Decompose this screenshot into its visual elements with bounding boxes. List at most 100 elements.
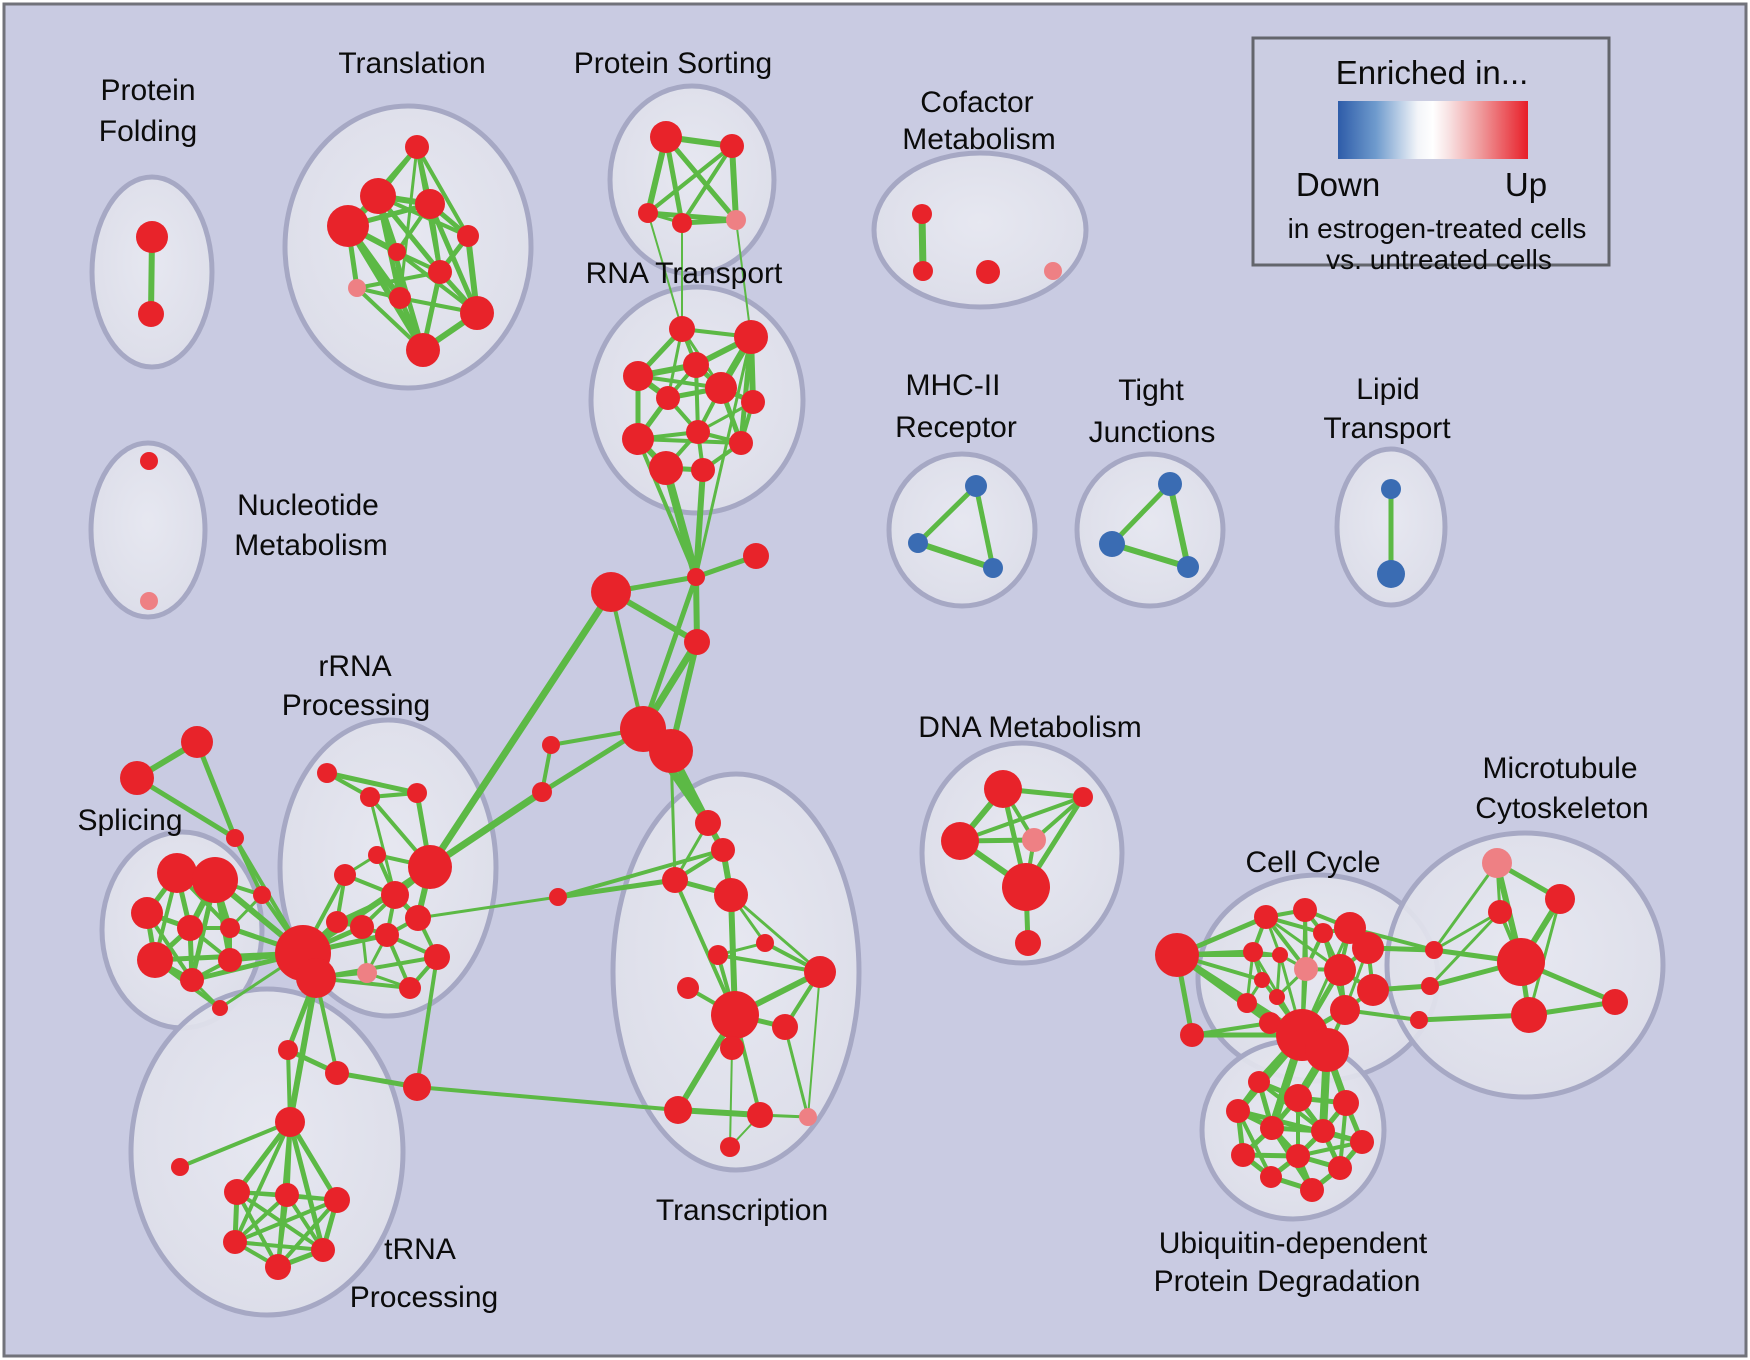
legend-up-label: Up bbox=[1505, 166, 1547, 203]
gene-set-node-q13 bbox=[357, 963, 377, 983]
edge-q8-z9 bbox=[416, 895, 560, 920]
gene-set-node-v10 bbox=[720, 1036, 744, 1060]
gene-set-node-v12 bbox=[747, 1102, 773, 1128]
gene-set-node-c12 bbox=[1237, 993, 1257, 1013]
gene-set-node-z8 bbox=[532, 782, 552, 802]
gene-set-node-v14 bbox=[720, 1137, 740, 1157]
gene-set-node-t7 bbox=[428, 260, 452, 284]
gene-set-node-w1 bbox=[171, 1158, 189, 1176]
tight-junctions-label-line-1: Tight bbox=[1118, 374, 1184, 407]
edge-q12-g3 bbox=[415, 955, 439, 1089]
gene-set-node-b9 bbox=[1286, 1144, 1310, 1168]
gene-set-node-z2 bbox=[687, 568, 705, 586]
gene-set-node-s9 bbox=[218, 948, 242, 972]
edge-ps5-r2 bbox=[735, 219, 752, 338]
gene-set-node-pf2 bbox=[138, 301, 164, 327]
gene-set-node-t11 bbox=[406, 333, 440, 367]
gene-set-node-u2 bbox=[1488, 900, 1512, 924]
edge-m1-m2 bbox=[915, 483, 979, 546]
gene-set-node-g1 bbox=[278, 1040, 298, 1060]
gene-set-node-t3 bbox=[415, 189, 445, 219]
gene-set-node-b10 bbox=[1328, 1156, 1352, 1180]
gene-set-node-w2 bbox=[224, 1179, 250, 1205]
gene-set-node-c10 bbox=[1324, 954, 1356, 986]
edge-g3-v11 bbox=[415, 1085, 680, 1112]
protein-sorting-label-line-1: Protein Sorting bbox=[574, 47, 772, 80]
gene-set-node-v0 bbox=[695, 810, 721, 836]
edge-q16-w0 bbox=[287, 975, 319, 1125]
gene-set-node-s8 bbox=[180, 968, 204, 992]
gene-set-node-t5 bbox=[457, 225, 479, 247]
nucleotide-metabolism-label-line-1: Nucleotide bbox=[237, 489, 379, 522]
gene-set-node-c2 bbox=[1293, 898, 1317, 922]
gene-set-node-v11 bbox=[664, 1096, 692, 1124]
mhc-ii-receptor-label-line-1: MHC-II bbox=[906, 369, 1001, 402]
cofactor-metabolism-label-line-2: Metabolism bbox=[902, 123, 1055, 156]
gene-set-node-w5 bbox=[223, 1230, 247, 1254]
gene-set-node-v8 bbox=[711, 991, 759, 1039]
gene-set-node-ch bbox=[1155, 933, 1199, 977]
gene-set-node-r8 bbox=[686, 420, 710, 444]
ubiquitin-degradation-label-line-2: Protein Degradation bbox=[1154, 1265, 1421, 1298]
edge-w0-w1 bbox=[178, 1120, 292, 1169]
gene-set-node-lp2 bbox=[1377, 560, 1405, 588]
edge-v10-v14 bbox=[729, 1047, 733, 1148]
gene-set-node-r1 bbox=[669, 316, 695, 342]
gene-set-node-tj1 bbox=[1158, 472, 1182, 496]
dna-metabolism-label-line-1: DNA Metabolism bbox=[918, 711, 1141, 744]
mhc-ii-receptor-ellipse bbox=[886, 451, 1038, 609]
gene-set-node-r2 bbox=[734, 320, 768, 354]
edge-r9-r10 bbox=[636, 437, 743, 445]
gene-set-node-q12 bbox=[424, 944, 450, 970]
gene-set-node-ps5 bbox=[726, 210, 746, 230]
gene-set-node-tj3 bbox=[1177, 556, 1199, 578]
gene-set-node-t8 bbox=[348, 279, 366, 297]
cell-cycle-label-line-1: Cell Cycle bbox=[1245, 846, 1380, 879]
splicing-label-line-1: Splicing bbox=[77, 804, 182, 837]
cofactor-metabolism-label-line-1: Cofactor bbox=[920, 86, 1033, 119]
edge-v9-v13 bbox=[783, 1025, 810, 1119]
gene-set-node-b12 bbox=[1300, 1178, 1324, 1202]
gene-set-node-r6 bbox=[656, 386, 680, 410]
gene-set-node-r11 bbox=[649, 451, 683, 485]
gene-set-node-v5 bbox=[708, 945, 728, 965]
transcription-label-line-1: Transcription bbox=[656, 1194, 828, 1227]
gene-set-node-g2 bbox=[325, 1061, 349, 1085]
gene-set-node-b1 bbox=[1248, 1071, 1270, 1093]
gene-set-node-c15 bbox=[1259, 1012, 1281, 1034]
gene-set-node-z7 bbox=[542, 736, 560, 754]
gene-set-node-c3 bbox=[1313, 923, 1333, 943]
gene-set-node-v9 bbox=[772, 1014, 798, 1040]
tight-junctions-label-line-2: Junctions bbox=[1089, 416, 1216, 449]
gene-set-node-b8 bbox=[1231, 1143, 1255, 1167]
nucleotide-metabolism-ellipse bbox=[88, 440, 208, 620]
gene-set-node-z6 bbox=[649, 729, 693, 773]
gene-set-node-b2 bbox=[1284, 1084, 1312, 1112]
edge-r2-r10 bbox=[738, 334, 754, 446]
gene-set-node-cf2 bbox=[913, 261, 933, 281]
gene-set-node-q10 bbox=[350, 915, 374, 939]
gene-set-node-q14 bbox=[399, 977, 421, 999]
edge-z1-z5 bbox=[609, 590, 645, 731]
legend-caption-line2: vs. untreated cells bbox=[1326, 244, 1552, 275]
legend-gradient-bar bbox=[1338, 101, 1528, 159]
gene-set-node-q3 bbox=[407, 783, 427, 803]
network-layer: Protein Folding Translation Protein Sorting… bbox=[77, 47, 1666, 1318]
edge-t2-t11 bbox=[375, 193, 426, 353]
gene-set-node-v1 bbox=[711, 838, 735, 862]
gene-set-node-t10 bbox=[460, 296, 494, 330]
gene-set-node-c1 bbox=[1254, 905, 1278, 929]
gene-set-node-q5 bbox=[334, 864, 356, 886]
gene-set-node-d1 bbox=[984, 770, 1022, 808]
gene-set-node-z1 bbox=[591, 572, 631, 612]
edge-t1-t5 bbox=[415, 145, 470, 238]
edge-x2-x3 bbox=[194, 739, 238, 841]
edge-tj1-tj2 bbox=[1109, 481, 1173, 547]
gene-set-node-d3 bbox=[941, 822, 979, 860]
gene-set-node-r7 bbox=[741, 390, 765, 414]
gene-set-node-k3 bbox=[1410, 1011, 1428, 1029]
gene-set-node-t6 bbox=[388, 243, 406, 261]
edge-v3-v6 bbox=[729, 893, 822, 974]
gene-set-node-r12 bbox=[691, 458, 715, 482]
